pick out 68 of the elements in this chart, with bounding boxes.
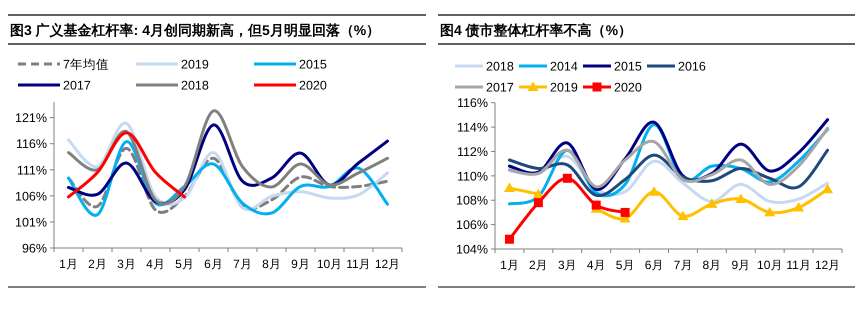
x-tick-label: 12月: [374, 257, 400, 271]
legend-label: 2020: [299, 78, 327, 92]
y-tick-label: 110%: [456, 169, 488, 184]
y-tick-label: 121%: [15, 111, 47, 126]
x-tick-label: 11月: [786, 258, 811, 272]
point: [648, 186, 660, 196]
x-tick-label: 2月: [88, 257, 107, 271]
legend-label: 2015: [614, 60, 642, 74]
point: [562, 174, 572, 183]
line-series: [508, 148, 830, 198]
x-tick-label: 9月: [731, 258, 750, 272]
x-tick-label: 10月: [316, 257, 342, 271]
point: [532, 188, 544, 198]
legend-label: 2019: [181, 58, 209, 72]
x-tick-label: 10月: [757, 258, 782, 272]
x-tick-label: 6月: [204, 257, 223, 271]
legend-label: 2020: [614, 80, 642, 94]
legend-label: 7年均值: [63, 58, 109, 72]
x-tick-label: 12月: [814, 258, 840, 272]
x-tick-label: 5月: [175, 257, 194, 271]
y-tick-label: 116%: [456, 96, 488, 110]
y-tick-label: 108%: [456, 194, 488, 208]
x-tick-label: 3月: [558, 258, 577, 272]
chart-title: 图3 广义基金杠杆率: 4月创同期新高，但5月明显回落（%）: [10, 22, 380, 38]
line-series: [508, 126, 830, 188]
legend-label: 2018: [181, 78, 209, 92]
x-tick-label: 7月: [233, 257, 252, 271]
x-tick-label: 6月: [644, 258, 664, 272]
x-tick-label: 7月: [674, 258, 692, 272]
point: [592, 200, 601, 210]
point: [534, 198, 543, 208]
legend-label: 2017: [486, 80, 514, 94]
x-tick-label: 8月: [702, 258, 722, 272]
y-tick-label: 101%: [15, 215, 47, 230]
legend-label: 2019: [550, 80, 578, 94]
x-tick-label: 11月: [346, 257, 371, 271]
x-tick-label: 5月: [616, 258, 634, 272]
x-tick-label: 3月: [117, 257, 136, 271]
y-tick-label: 96%: [22, 242, 47, 256]
point: [764, 206, 776, 216]
y-tick-label: 114%: [456, 120, 488, 135]
x-tick-label: 4月: [586, 258, 606, 272]
point: [735, 194, 746, 204]
point: [822, 184, 834, 194]
y-tick-label: 104%: [456, 242, 488, 256]
x-tick-label: 9月: [291, 257, 310, 271]
x-tick-label: 1月: [59, 257, 78, 271]
legend-label: 2014: [550, 60, 578, 74]
y-tick-label: 111%: [16, 163, 47, 178]
legend-label: 2017: [63, 78, 91, 92]
x-tick-label: 2月: [529, 258, 548, 272]
point: [706, 198, 718, 208]
x-tick-label: 8月: [262, 257, 281, 271]
point: [793, 202, 804, 212]
y-tick-label: 106%: [15, 189, 47, 204]
point: [620, 208, 630, 217]
point: [504, 182, 515, 192]
legend-label: 2015: [299, 58, 327, 72]
point: [504, 234, 514, 244]
x-tick-label: 4月: [146, 257, 165, 271]
y-tick-label: 116%: [16, 137, 47, 152]
y-tick-label: 112%: [456, 144, 488, 159]
legend-label: 2016: [678, 60, 706, 74]
legend-label: 2018: [486, 60, 514, 74]
point: [677, 210, 688, 220]
chart-title: 图4 债市整体杠杆率不高（%）: [440, 22, 632, 38]
x-tick-label: 1月: [500, 258, 519, 272]
y-tick-label: 106%: [456, 218, 488, 232]
